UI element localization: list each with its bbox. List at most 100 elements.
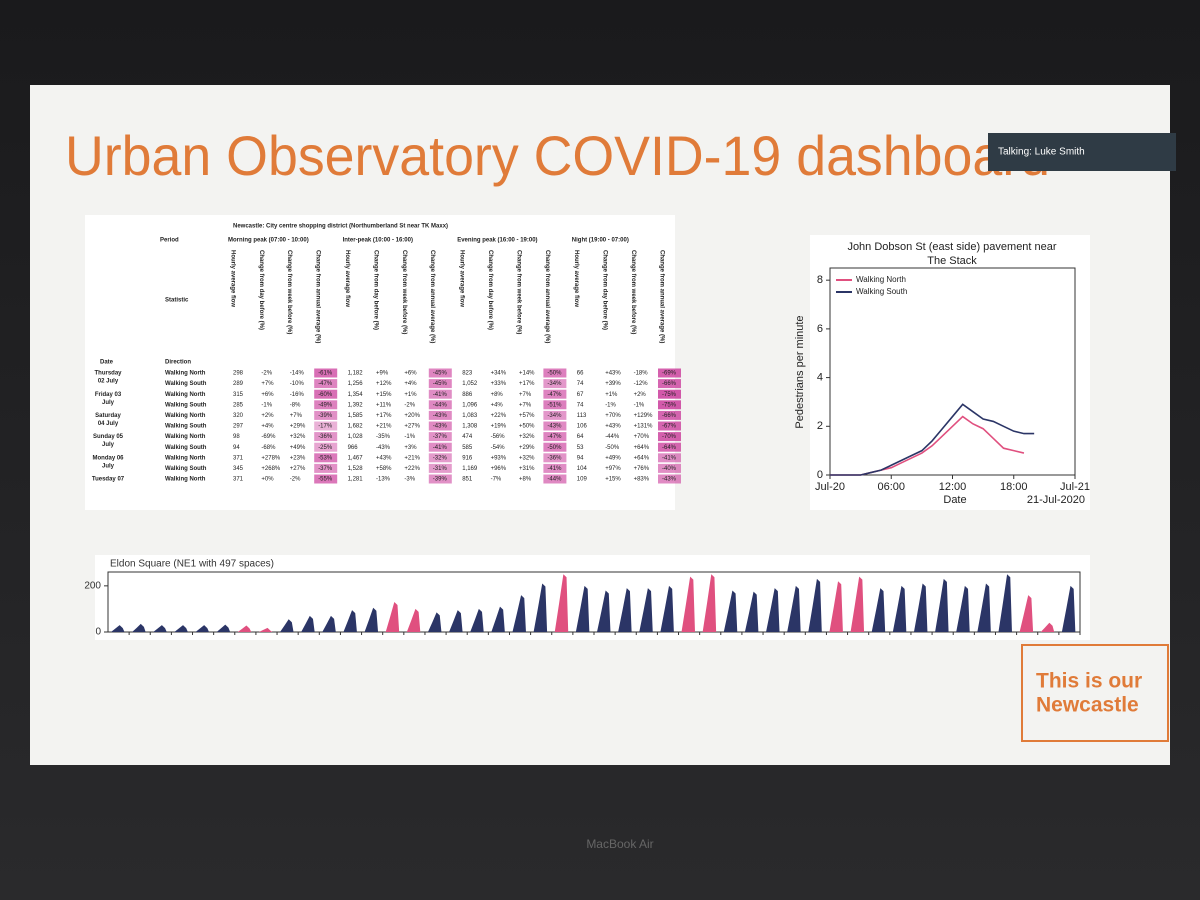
cell: -25% (318, 445, 333, 451)
bar (427, 612, 442, 632)
bar (385, 602, 400, 632)
cell: +9% (376, 371, 389, 377)
cell: +49% (605, 455, 621, 461)
cell: -37% (318, 466, 333, 472)
column-header: Change from week before (%) (515, 250, 521, 334)
cell: +4% (491, 402, 504, 408)
highlight-cell (658, 421, 681, 431)
bar (174, 625, 188, 632)
line-series (830, 403, 1035, 476)
cell: +1% (404, 392, 417, 398)
highlight-cell (543, 421, 567, 431)
cell: +6% (261, 392, 274, 398)
cell: -47% (547, 434, 562, 440)
cell: +0% (261, 477, 274, 483)
bar (364, 607, 379, 632)
cell: +32% (290, 434, 306, 440)
row-label: Date (100, 360, 114, 366)
y-tick-label: 4 (817, 371, 823, 383)
period-label: Morning peak (07:00 - 10:00) (228, 238, 309, 244)
cell: -13% (376, 477, 391, 483)
cell: 66 (577, 371, 584, 377)
bar (554, 574, 569, 632)
bar (744, 591, 759, 632)
y-tick-label: 8 (817, 274, 823, 286)
bar (258, 627, 273, 632)
direction-label: Walking South (165, 381, 207, 387)
cell: +33% (491, 381, 507, 387)
cell: -31% (433, 466, 448, 472)
highlight-cell (314, 463, 338, 473)
bar (998, 574, 1012, 632)
highlight-cell (428, 389, 452, 399)
highlight-cell (543, 432, 567, 442)
highlight-cell (543, 442, 567, 452)
bar (533, 583, 548, 632)
cell: -12% (634, 381, 649, 387)
cell: -61% (318, 371, 333, 377)
highlight-cell (658, 389, 681, 399)
highlight-cell (314, 474, 338, 484)
cell: -35% (376, 434, 391, 440)
cell: 1,585 (348, 413, 364, 419)
cell: 104 (577, 466, 588, 472)
cell: 53 (577, 445, 584, 451)
bar (956, 585, 970, 632)
logo-line: This is our (1036, 670, 1142, 693)
bar (280, 619, 294, 632)
cell: +20% (404, 413, 420, 419)
cell: 297 (233, 424, 244, 430)
cell: -55% (318, 477, 333, 483)
chart-title: Eldon Square (NE1 with 497 spaces) (110, 559, 274, 570)
cell: 1,528 (348, 466, 364, 472)
highlight-cell (314, 410, 338, 420)
cell: +57% (519, 413, 535, 419)
bar (1019, 595, 1034, 632)
bar (301, 615, 315, 632)
cell: 371 (233, 477, 244, 483)
cell: -70% (662, 434, 677, 440)
legend-label: Walking South (856, 287, 907, 296)
cell: +50% (519, 424, 535, 430)
cell: 1,354 (348, 392, 364, 398)
date-label: July (102, 442, 115, 448)
cell: +21% (404, 455, 420, 461)
cell: -1% (261, 402, 272, 408)
cell: +8% (519, 477, 532, 483)
date-label: 02 July (98, 379, 119, 385)
bar (618, 588, 632, 632)
cell: -51% (547, 402, 562, 408)
device-label: MacBook Air (586, 837, 653, 851)
cell: +7% (519, 392, 532, 398)
cell: +43% (605, 424, 621, 430)
cell: +64% (634, 445, 650, 451)
cell: 113 (577, 413, 587, 419)
cell: -43% (547, 424, 562, 430)
direction-label: Walking North (165, 434, 206, 440)
highlight-cell (428, 453, 452, 463)
cell: +17% (376, 413, 392, 419)
cell: 916 (462, 455, 473, 461)
highlight-cell (314, 453, 338, 463)
cell: 371 (233, 455, 244, 461)
cell: -36% (318, 434, 333, 440)
column-header: Change from annual average (%) (544, 250, 550, 343)
cell: +27% (290, 466, 306, 472)
period-label: Inter-peak (10:00 - 16:00) (343, 238, 413, 244)
cell: +83% (634, 477, 650, 483)
annotation: 21-Jul-2020 (1027, 494, 1085, 506)
logo-line: Newcastle (1036, 694, 1139, 717)
highlight-cell (658, 474, 681, 484)
x-tick-label: Jul-20 (815, 481, 845, 493)
highlight-cell (658, 410, 681, 420)
cell: +12% (376, 381, 392, 387)
cell: +131% (634, 424, 654, 430)
date-label: Tuesday 07 (92, 477, 125, 483)
cell: 315 (233, 392, 244, 398)
cell: -2% (404, 402, 415, 408)
cell: +11% (376, 402, 392, 408)
bar (977, 583, 991, 632)
cell: -41% (662, 455, 677, 461)
talking-label: Talking: Luke Smith (998, 147, 1085, 158)
x-tick-label: 12:00 (939, 481, 967, 493)
